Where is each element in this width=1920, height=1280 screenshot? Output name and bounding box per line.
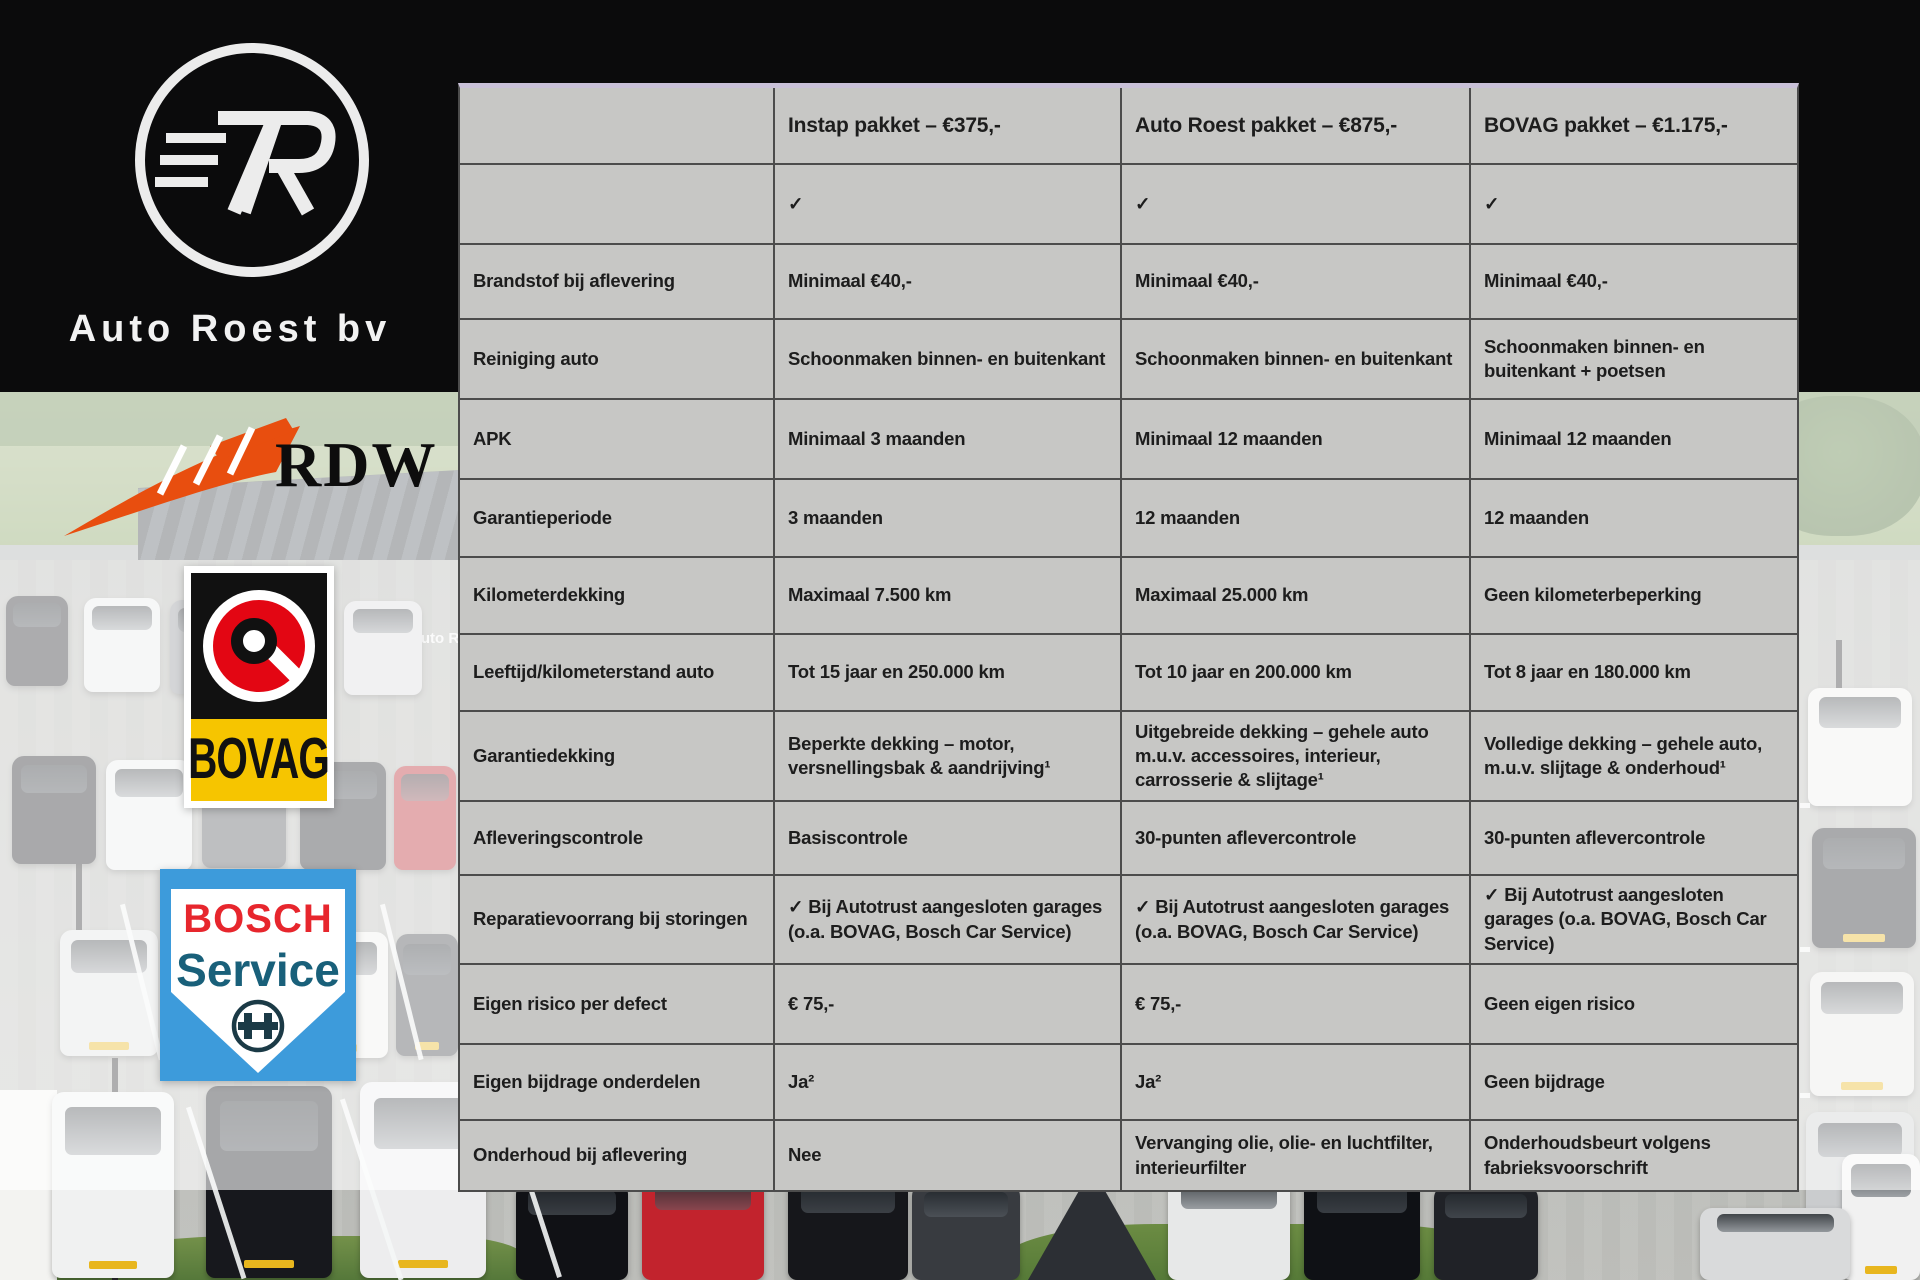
row-label: Reparatievoorrang bij storingen (460, 876, 775, 963)
license-plate (397, 1260, 449, 1269)
windshield (1716, 1213, 1834, 1233)
table-cell: Schoonmaken binnen- en buitenkant (775, 320, 1122, 398)
car (1700, 1208, 1850, 1280)
row-label: Garantieperiode (460, 480, 775, 556)
table-cell: 30-punten aflevercontrole (1122, 802, 1471, 874)
table-cell: ✓ (1122, 165, 1471, 243)
table-cell: € 75,- (775, 965, 1122, 1043)
table-cell: Minimaal €40,- (775, 245, 1122, 318)
bosch-wordmark: BOSCH (183, 897, 333, 941)
table-row: Onderhoud bij aflevering Nee Vervanging ol… (460, 1121, 1797, 1190)
row-label: Leeftijd/kilometerstand auto (460, 635, 775, 710)
windshield (528, 1189, 616, 1216)
corner-cell (460, 88, 775, 163)
table-cell: Geen eigen risico (1471, 965, 1797, 1043)
row-label: Brandstof bij aflevering (460, 245, 775, 318)
table-cell: Geen kilometerbeperking (1471, 558, 1797, 633)
table-row: Reparatievoorrang bij storingen ✓ Bij Aut… (460, 876, 1797, 965)
table-cell: Maximaal 7.500 km (775, 558, 1122, 633)
table-cell: Onderhoudsbeurt volgens fabrieksvoorschr… (1471, 1121, 1797, 1190)
package-table: Instap pakket – €375,- Auto Roest pakket … (458, 83, 1799, 1192)
table-row: Reiniging auto Schoonmaken binnen- en bui… (460, 320, 1797, 400)
bosch-service-wordmark: Service (176, 944, 340, 996)
table-cell: 12 maanden (1471, 480, 1797, 556)
company-name: Auto Roest bv (68, 308, 392, 350)
auto-roest-logo-icon (135, 43, 369, 277)
table-header-row: Instap pakket – €375,- Auto Roest pakket … (460, 88, 1797, 165)
license-plate (88, 1260, 138, 1269)
windshield (923, 1191, 1009, 1217)
bovag-wordmark: BOVAG (188, 727, 331, 792)
rdw-wing-icon (64, 418, 300, 536)
table-row: Kilometerdekking Maximaal 7.500 km Maximaa… (460, 558, 1797, 635)
table-row: Afleveringscontrole Basiscontrole 30-punte… (460, 802, 1797, 876)
table-row: ✓ ✓ ✓ (460, 165, 1797, 245)
row-label: Afleveringscontrole (460, 802, 775, 874)
bosch-shield: BOSCH Service (171, 889, 345, 1073)
row-label: Eigen bijdrage onderdelen (460, 1045, 775, 1119)
table-row: Eigen risico per defect € 75,- € 75,- Geen … (460, 965, 1797, 1045)
bovag-logo: BOVAG (184, 566, 334, 808)
table-cell: Maximaal 25.000 km (1122, 558, 1471, 633)
car (788, 1178, 908, 1280)
table-row: Brandstof bij aflevering Minimaal €40,- Mi… (460, 245, 1797, 320)
table-cell: Minimaal 12 maanden (1122, 400, 1471, 478)
table-cell: Minimaal 3 maanden (775, 400, 1122, 478)
table-cell: ✓ Bij Autotrust aangesloten garages (o.a… (1471, 876, 1797, 963)
table-row: Eigen bijdrage onderdelen Ja² Ja² Geen bijd… (460, 1045, 1797, 1121)
table-cell: ✓ Bij Autotrust aangesloten garages (o.a… (1122, 876, 1471, 963)
table-cell: ✓ (1471, 165, 1797, 243)
row-label (460, 165, 775, 243)
table-cell: Geen bijdrage (1471, 1045, 1797, 1119)
table-cell: Beperkte dekking – motor, versnellingsba… (775, 712, 1122, 800)
table-row: Garantieperiode 3 maanden 12 maanden 12 maa… (460, 480, 1797, 558)
table-row: Garantiedekking Beperkte dekking – motor,… (460, 712, 1797, 802)
table-cell: Basiscontrole (775, 802, 1122, 874)
car (912, 1184, 1020, 1280)
table-cell: Ja² (775, 1045, 1122, 1119)
table-cell: Nee (775, 1121, 1122, 1190)
table-cell: Ja² (1122, 1045, 1471, 1119)
table-row: Leeftijd/kilometerstand auto Tot 15 jaar … (460, 635, 1797, 712)
row-label: Onderhoud bij aflevering (460, 1121, 775, 1190)
table-cell: Schoonmaken binnen- en buitenkant (1122, 320, 1471, 398)
row-label: Garantiedekking (460, 712, 775, 800)
table-cell: 30-punten aflevercontrole (1471, 802, 1797, 874)
row-label: Eigen risico per defect (460, 965, 775, 1043)
table-cell: ✓ Bij Autotrust aangesloten garages (o.a… (775, 876, 1122, 963)
row-label: Reiniging auto (460, 320, 775, 398)
car (1304, 1178, 1420, 1280)
table-cell: Tot 10 jaar en 200.000 km (1122, 635, 1471, 710)
table-cell: Schoonmaken binnen- en buitenkant + poet… (1471, 320, 1797, 398)
column-header: BOVAG pakket – €1.175,- (1471, 88, 1797, 163)
table-cell: Tot 8 jaar en 180.000 km (1471, 635, 1797, 710)
column-header: Auto Roest pakket – €875,- (1122, 88, 1471, 163)
license-plate (243, 1260, 295, 1269)
table-cell: 3 maanden (775, 480, 1122, 556)
rdw-wordmark: RDW (275, 429, 438, 500)
table-cell: Volledige dekking – gehele auto, m.u.v. … (1471, 712, 1797, 800)
table-cell: Minimaal 12 maanden (1471, 400, 1797, 478)
column-header: Instap pakket – €375,- (775, 88, 1122, 163)
auto-roest-logo-panel: Auto Roest bv (0, 0, 460, 392)
bosch-service-logo: BOSCH Service (160, 869, 356, 1081)
row-label: APK (460, 400, 775, 478)
table-cell: Uitgebreide dekking – gehele auto m.u.v.… (1122, 712, 1471, 800)
table-cell: Minimaal €40,- (1122, 245, 1471, 318)
table-cell: € 75,- (1122, 965, 1471, 1043)
table-cell: Minimaal €40,- (1471, 245, 1797, 318)
license-plate (1865, 1265, 1897, 1274)
table-cell: ✓ (775, 165, 1122, 243)
table-cell: Vervanging olie, olie- en luchtfilter, i… (1122, 1121, 1471, 1190)
table-row: APK Minimaal 3 maanden Minimaal 12 maanden… (460, 400, 1797, 480)
row-label: Kilometerdekking (460, 558, 775, 633)
rdw-logo: RDW (60, 408, 435, 558)
table-cell: 12 maanden (1122, 480, 1471, 556)
bosch-armature-icon (231, 999, 285, 1053)
bovag-emblem-icon (191, 573, 327, 719)
table-cell: Tot 15 jaar en 250.000 km (775, 635, 1122, 710)
car (1434, 1186, 1538, 1280)
windshield (1445, 1193, 1527, 1218)
